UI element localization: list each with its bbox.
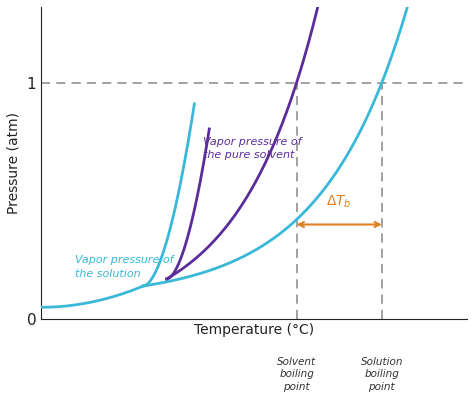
Text: Vapor pressure of
the pure solvent: Vapor pressure of the pure solvent (203, 137, 301, 160)
Text: Solvent
boiling
point: Solvent boiling point (277, 357, 316, 392)
Text: Solution
boiling
point: Solution boiling point (361, 357, 403, 392)
Text: Vapor pressure of
the solution: Vapor pressure of the solution (75, 256, 173, 279)
Y-axis label: Pressure (atm): Pressure (atm) (7, 112, 21, 214)
Text: $\mathit{\Delta T_b}$: $\mathit{\Delta T_b}$ (327, 194, 352, 210)
X-axis label: Temperature (°C): Temperature (°C) (194, 323, 314, 337)
